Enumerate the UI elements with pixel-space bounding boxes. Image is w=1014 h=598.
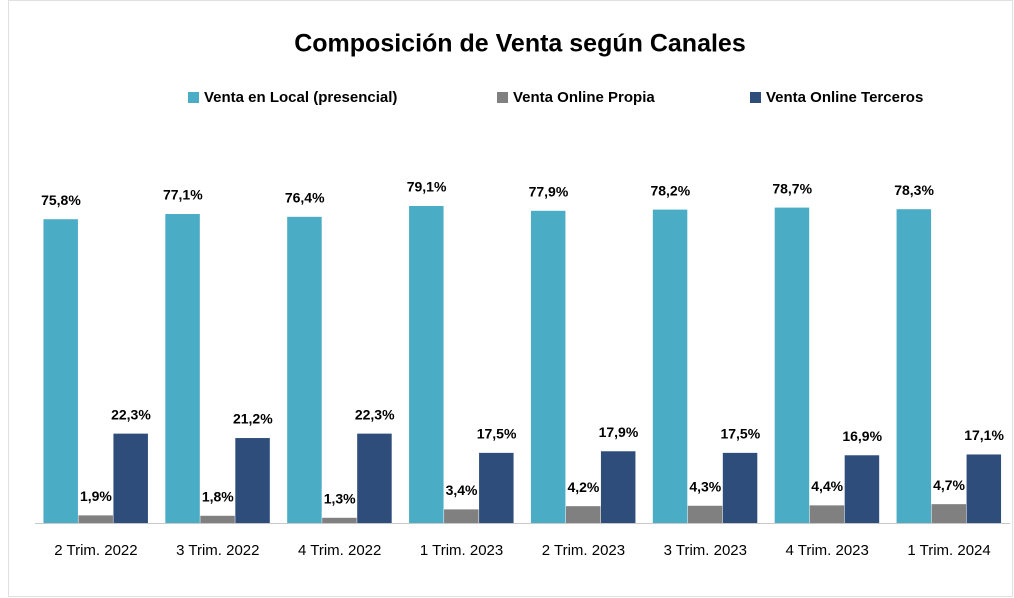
x-tick-label: 4 Trim. 2023 <box>786 542 869 559</box>
bar <box>687 505 723 523</box>
value-label: 79,1% <box>407 179 447 195</box>
value-label: 76,4% <box>285 190 325 206</box>
value-label: 1,8% <box>202 488 234 504</box>
value-label: 78,7% <box>772 180 812 196</box>
value-label: 75,8% <box>41 192 81 208</box>
value-label: 77,1% <box>163 187 203 203</box>
value-label: 77,9% <box>529 184 569 200</box>
x-tick-label: 3 Trim. 2023 <box>664 542 747 559</box>
bar <box>931 504 967 523</box>
value-label: 22,3% <box>111 406 151 422</box>
value-label: 3,4% <box>446 482 478 498</box>
value-label: 4,4% <box>811 478 843 494</box>
bar <box>43 219 78 523</box>
bar <box>78 515 113 523</box>
bar <box>322 517 357 523</box>
bar <box>844 455 880 523</box>
legend-label: Venta en Local (presencial) <box>204 89 397 106</box>
value-label: 78,3% <box>894 182 934 198</box>
bar <box>357 433 392 523</box>
bar <box>165 214 200 523</box>
x-tick-label: 1 Trim. 2024 <box>907 542 990 559</box>
legend-swatch <box>188 92 199 103</box>
x-tick-label: 4 Trim. 2022 <box>298 542 381 559</box>
value-label: 16,9% <box>842 428 882 444</box>
value-label: 4,7% <box>933 477 965 493</box>
bar <box>479 452 514 523</box>
value-label: 4,3% <box>689 478 721 494</box>
chart-border <box>8 0 1013 597</box>
value-label: 21,2% <box>233 411 273 427</box>
value-label: 17,1% <box>964 427 1004 443</box>
x-tick-label: 2 Trim. 2023 <box>542 542 625 559</box>
x-tick-label: 3 Trim. 2022 <box>176 542 259 559</box>
bar <box>565 506 601 523</box>
value-label: 17,5% <box>477 426 517 442</box>
bar <box>287 216 322 523</box>
bar <box>966 454 1002 523</box>
chart-title: Composición de Venta según Canales <box>294 30 746 58</box>
bar <box>409 206 444 523</box>
value-label: 17,9% <box>599 424 639 440</box>
bar <box>652 209 688 524</box>
value-label: 17,5% <box>720 426 760 442</box>
bar <box>200 515 235 523</box>
legend-swatch <box>497 92 508 103</box>
value-label: 22,3% <box>355 406 395 422</box>
bar <box>722 452 758 523</box>
value-label: 78,2% <box>650 182 690 198</box>
bar <box>113 433 148 523</box>
bar <box>444 509 479 523</box>
value-label: 1,3% <box>324 490 356 506</box>
bar <box>809 505 845 523</box>
legend-swatch <box>750 92 761 103</box>
bar <box>600 451 636 523</box>
value-label: 4,2% <box>567 479 599 495</box>
bar <box>896 209 932 524</box>
legend-label: Venta Online Propia <box>513 89 655 106</box>
x-tick-label: 2 Trim. 2022 <box>54 542 137 559</box>
legend-label: Venta Online Terceros <box>766 89 923 106</box>
value-label: 1,9% <box>80 488 112 504</box>
bar <box>235 438 270 523</box>
bar <box>530 210 566 524</box>
bar <box>774 207 810 523</box>
x-tick-label: 1 Trim. 2023 <box>420 542 503 559</box>
